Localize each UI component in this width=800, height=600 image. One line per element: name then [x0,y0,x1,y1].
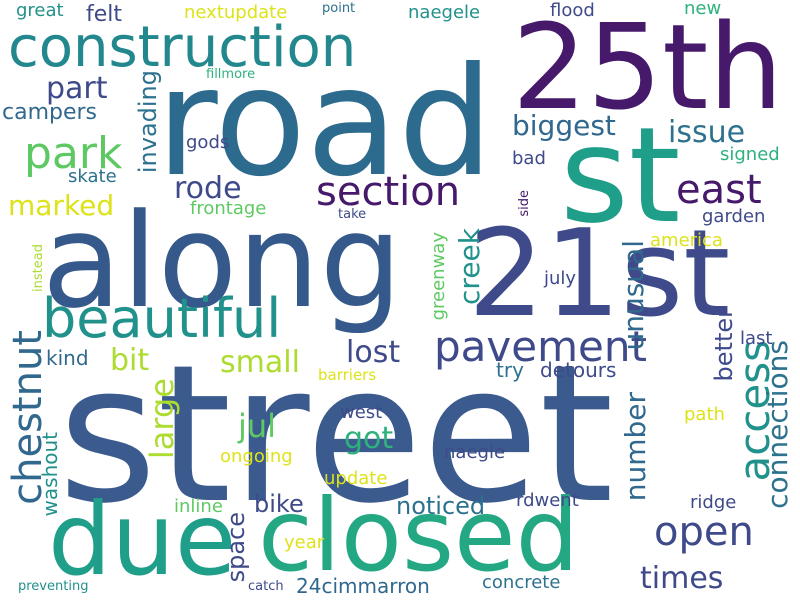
word-part: part [46,71,108,106]
word-lost: lost [346,335,401,370]
word-beautiful: beautiful [42,287,282,350]
word-space: space [222,512,250,583]
word-rdwent: rdwent [516,490,579,511]
word-bit: bit [110,343,150,378]
word-update: update [324,468,388,489]
word-got: got [344,421,394,456]
word-detours: detours [540,358,617,382]
word-kind: kind [46,346,89,370]
word-21st: 21st [468,205,731,344]
word-creek: creek [453,228,486,305]
word-naegele: naegele [408,2,481,23]
word-inline: inline [174,496,223,517]
word-small: small [220,345,300,380]
word-take: take [338,207,367,222]
word-new: new [684,0,722,19]
word-number: number [619,392,652,502]
word-street: street [58,324,614,545]
word-times: times [640,561,724,596]
word-flood: flood [550,0,595,21]
word-large: large [143,378,181,460]
word-concrete: concrete [482,572,561,593]
word-east: east [676,167,762,213]
word-bike: bike [254,490,304,518]
word-nextupdate: nextupdate [184,2,288,23]
word-instead: instead [31,244,46,292]
word-washout: washout [38,432,62,517]
word-greenway: greenway [428,232,449,321]
word-jul: jul [238,407,277,445]
word-connections: connections [761,340,794,509]
word-side: side [517,190,532,217]
word-west: west [340,402,383,423]
word-naegle: naegle [444,442,506,463]
word-road: road [156,36,494,210]
word-closed: closed [258,477,580,594]
word-fillmore: fillmore [206,67,256,82]
word-campers: campers [2,100,98,125]
word-biggest: biggest [512,109,616,142]
word-skate: skate [68,166,117,187]
word-america: america [650,230,723,251]
word-path: path [684,404,725,425]
word-catch: catch [248,579,284,594]
word-garden: garden [702,206,766,227]
word-frontage: frontage [190,198,267,219]
word-bad: bad [512,148,546,169]
word-great: great [16,0,64,21]
word-due: due [48,481,237,598]
word-july: july [544,268,577,289]
word-ongoing: ongoing [220,446,293,467]
word-barriers: barriers [318,366,377,384]
word-pavement: pavement [434,322,647,371]
word-signed: signed [720,144,780,165]
word-issue: issue [668,115,746,150]
word-felt: felt [86,2,123,27]
word-marked: marked [8,189,115,222]
word-open: open [654,509,754,555]
word-gods: gods [186,132,230,153]
word-park: park [24,128,123,179]
word-preventing: preventing [18,579,89,594]
word-24cimmarron: 24cimmarron [296,574,430,598]
word-year: year [284,532,325,553]
word-ridge: ridge [690,492,737,513]
word-point: point [322,1,356,16]
word-invading: invading [134,70,162,174]
word-25th: 25th [512,0,784,136]
word-unusual: unusual [617,240,650,351]
word-rode: rode [174,171,242,206]
word-section: section [316,169,461,215]
word-better: better [710,308,738,382]
word-try: try [496,358,524,382]
word-last: last [740,328,773,349]
word-st: st [560,99,681,253]
word-along: along [42,185,403,337]
word-noticed: noticed [396,492,486,520]
word-construction: construction [8,15,357,80]
